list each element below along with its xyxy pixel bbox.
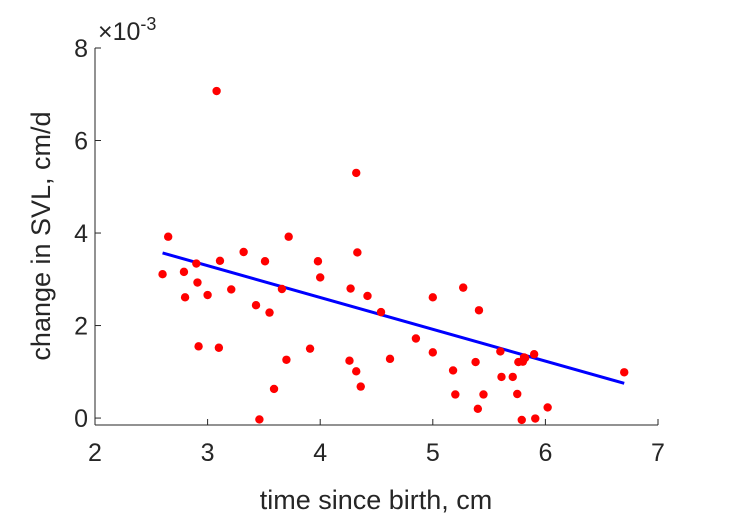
data-point	[517, 415, 526, 425]
data-point	[260, 257, 270, 266]
data-point	[352, 367, 361, 376]
y-axis-label: change in SVL, cm/d	[26, 111, 56, 360]
data-point	[428, 348, 437, 357]
data-point	[158, 270, 167, 279]
data-point	[459, 283, 468, 292]
x-tick-label: 6	[538, 439, 552, 467]
data-point	[269, 384, 279, 394]
fit-line-layer	[162, 251, 625, 385]
data-point	[277, 284, 287, 294]
data-point	[385, 354, 395, 364]
data-point	[448, 366, 458, 375]
x-tick-label: 3	[201, 439, 215, 467]
data-point	[543, 403, 552, 412]
y-tick-label: 4	[74, 220, 88, 248]
x-tick-label: 7	[651, 439, 665, 467]
data-point	[474, 306, 484, 315]
y-tick-label: 2	[74, 313, 88, 341]
x-tick-label: 4	[313, 439, 327, 467]
data-point	[215, 256, 225, 265]
x-tick-label: 2	[88, 439, 102, 467]
data-point	[193, 278, 202, 287]
data-point	[163, 232, 173, 241]
data-point	[212, 86, 221, 96]
data-point	[180, 293, 190, 302]
data-point	[352, 168, 361, 178]
data-point	[513, 389, 522, 399]
data-point	[194, 342, 203, 351]
data-point	[284, 232, 293, 241]
data-point	[239, 247, 248, 257]
data-point	[203, 290, 212, 300]
x-tick-label: 5	[426, 439, 440, 467]
data-point	[529, 350, 539, 359]
data-point	[282, 355, 291, 364]
data-point	[214, 343, 224, 352]
data-point	[620, 368, 629, 377]
data-point	[531, 414, 540, 423]
data-point	[496, 347, 505, 356]
data-point	[520, 353, 530, 363]
data-point	[411, 334, 421, 343]
data-point	[255, 415, 264, 424]
data-point	[305, 344, 315, 353]
data-point	[376, 307, 386, 317]
data-point	[179, 267, 189, 277]
y-tick-label: 6	[74, 128, 88, 156]
y-tick-label: 0	[74, 405, 88, 433]
x-axis-ticks: 2 3 4 5 6 7	[88, 419, 665, 467]
regression-line	[162, 251, 625, 385]
data-point	[471, 357, 480, 367]
data-point	[345, 356, 354, 365]
x-axis-label: time since birth, cm	[260, 485, 493, 515]
data-point	[479, 390, 488, 399]
data-point	[363, 291, 372, 301]
data-point	[356, 382, 365, 391]
y-axis-ticks: 0 2 4 6 8	[74, 35, 101, 433]
y-exponent-power: -3	[140, 14, 156, 34]
data-point	[428, 293, 437, 302]
data-point	[508, 372, 517, 382]
data-point	[346, 284, 355, 293]
data-point	[251, 300, 261, 310]
y-tick-label: 8	[74, 35, 88, 63]
data-point	[227, 285, 236, 294]
data-point	[192, 259, 201, 268]
data-point	[316, 273, 325, 282]
data-points-layer	[158, 86, 629, 425]
data-point	[313, 257, 323, 266]
data-point	[353, 248, 362, 257]
data-point	[473, 404, 483, 414]
data-point	[265, 308, 274, 317]
y-exponent-label: ×10-3	[98, 14, 156, 46]
y-exponent-base: ×10	[98, 18, 140, 46]
data-point	[451, 390, 460, 399]
data-point	[497, 372, 506, 382]
